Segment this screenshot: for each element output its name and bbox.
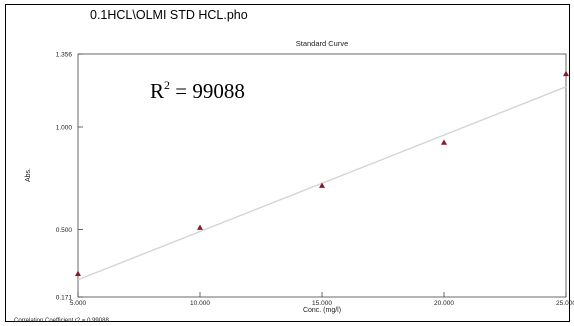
r-squared-exponent: 2 (164, 78, 171, 92)
x-tick-label: 20.000 (434, 300, 454, 307)
chart-title: Standard Curve (296, 39, 349, 48)
data-point-marker (75, 270, 81, 277)
x-tick-label: 5.000 (70, 300, 87, 307)
data-point-marker (441, 139, 447, 145)
r-squared-value: = 99088 (170, 79, 245, 103)
r-squared-annotation: R2 = 99088 (150, 78, 245, 104)
x-tick-label: 25.000 (556, 300, 574, 307)
x-axis-label: Conc. (mg/l) (303, 307, 341, 314)
chart-frame (5, 4, 570, 322)
y-tick-label: 1.000 (56, 125, 73, 132)
r-squared-symbol: R (150, 79, 165, 103)
axes: 0.171 0.500 1.000 1.356 5.000 10.000 15.000 20.… (56, 52, 574, 308)
correlation-coefficient-text: Correlation Coefficient r2 = 0.99088 (14, 318, 109, 324)
y-tick-label: 0.500 (56, 227, 73, 234)
data-points (75, 70, 569, 277)
y-tick-label: 1.356 (56, 52, 73, 59)
data-point-marker (319, 182, 325, 188)
y-tick-label: 0.171 (56, 295, 73, 302)
x-tick-label: 15.000 (312, 300, 332, 307)
file-title: 0.1HCL\OLMI STD HCL.pho (90, 8, 248, 22)
x-tick-label: 10.000 (190, 300, 210, 307)
data-point-marker (563, 70, 569, 77)
y-axis-label: Abs. (25, 168, 32, 182)
data-point-marker (197, 224, 203, 230)
